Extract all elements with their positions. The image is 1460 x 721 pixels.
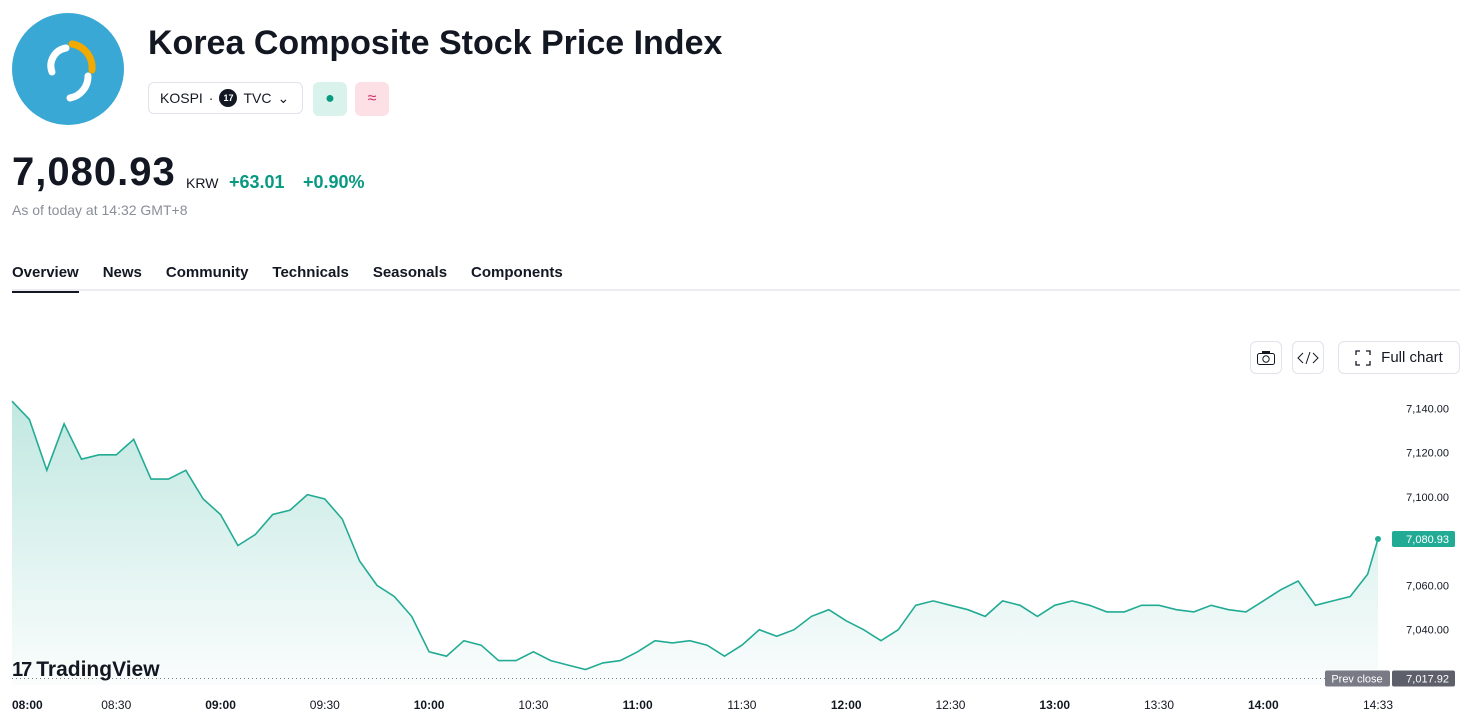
full-chart-label: Full chart	[1381, 349, 1443, 366]
x-tick-label: 11:30	[727, 698, 756, 712]
watermark-text: TradingView	[36, 658, 160, 681]
x-tick-label: 11:00	[623, 698, 653, 712]
x-tick-label: 12:00	[831, 698, 862, 712]
currency: KRW	[186, 175, 219, 191]
expand-icon	[1355, 349, 1371, 366]
snapshot-button[interactable]	[1250, 341, 1282, 374]
chevron: ⌄	[277, 89, 290, 106]
change: +63.01	[229, 172, 285, 192]
prev-close-label: 7,017.92	[1406, 674, 1449, 686]
x-tick-label: 08:30	[101, 698, 131, 712]
separator: ·	[208, 90, 214, 106]
x-tick-label: 10:00	[414, 698, 445, 712]
tab[interactable]: News	[102, 264, 142, 281]
logo	[12, 13, 124, 125]
y-tick-label: 7,100.00	[1406, 492, 1449, 504]
x-tick-label: 08:00	[12, 698, 43, 712]
watermark: 17 TradingView	[12, 658, 160, 682]
watermark-logo: 17	[12, 658, 32, 681]
as-of: As of today at 14:32 GMT+8	[12, 202, 188, 218]
x-tick-label: 09:30	[310, 698, 340, 712]
y-tick-label: 7,040.00	[1406, 625, 1449, 637]
y-tick-label: 7,120.00	[1406, 448, 1449, 460]
x-tick-label: 13:30	[1144, 698, 1174, 712]
code-icon	[1297, 351, 1319, 364]
area	[12, 401, 1378, 685]
exchange: TVC	[243, 90, 272, 106]
tabs: Overview News Community Technicals Seasonals…	[12, 264, 563, 293]
tab[interactable]: Technicals	[272, 264, 349, 281]
exchange-icon: 17	[219, 89, 238, 107]
price: 7,080.93	[12, 150, 176, 194]
y-tick-label: 7,060.00	[1406, 580, 1449, 592]
tab[interactable]: Seasonals	[372, 264, 448, 281]
delayed-badge[interactable]: ≈	[355, 82, 389, 116]
y-tick-label: 7,140.00	[1406, 403, 1449, 415]
embed-button[interactable]	[1292, 341, 1324, 374]
tab[interactable]: Community	[165, 264, 249, 281]
full-chart-button[interactable]: Full chart	[1338, 341, 1460, 374]
x-tick-label: 14:00	[1248, 698, 1279, 712]
tab[interactable]: Overview	[12, 264, 79, 293]
x-tick-label: 09:00	[205, 698, 236, 712]
market-open-badge[interactable]: ●	[313, 82, 347, 116]
title: Korea Composite Stock Price Index	[148, 24, 723, 62]
prev-close-name-tag	[1325, 670, 1390, 687]
last-price-tag	[1392, 531, 1455, 548]
last-point	[1375, 536, 1381, 543]
line	[11, 400, 1379, 671]
prev-close-name: Prev close	[1331, 674, 1382, 686]
last-price-label: 7,080.93	[1406, 534, 1449, 546]
x-tick-label: 12:30	[935, 698, 965, 712]
symbol-pill[interactable]: KOSPI · 17 TVC ⌄	[148, 82, 303, 114]
symbol: KOSPI	[160, 90, 203, 106]
tab-divider	[12, 289, 1460, 291]
prev-close-tag	[1392, 670, 1455, 687]
change-percent: +0.90%	[303, 172, 365, 192]
tab[interactable]: Components	[471, 264, 563, 281]
camera-icon	[1257, 350, 1275, 365]
x-tick-label: 10:30	[518, 698, 548, 712]
x-tick-label: 13:00	[1039, 698, 1070, 712]
x-tick-label: 14:33	[1363, 698, 1393, 712]
